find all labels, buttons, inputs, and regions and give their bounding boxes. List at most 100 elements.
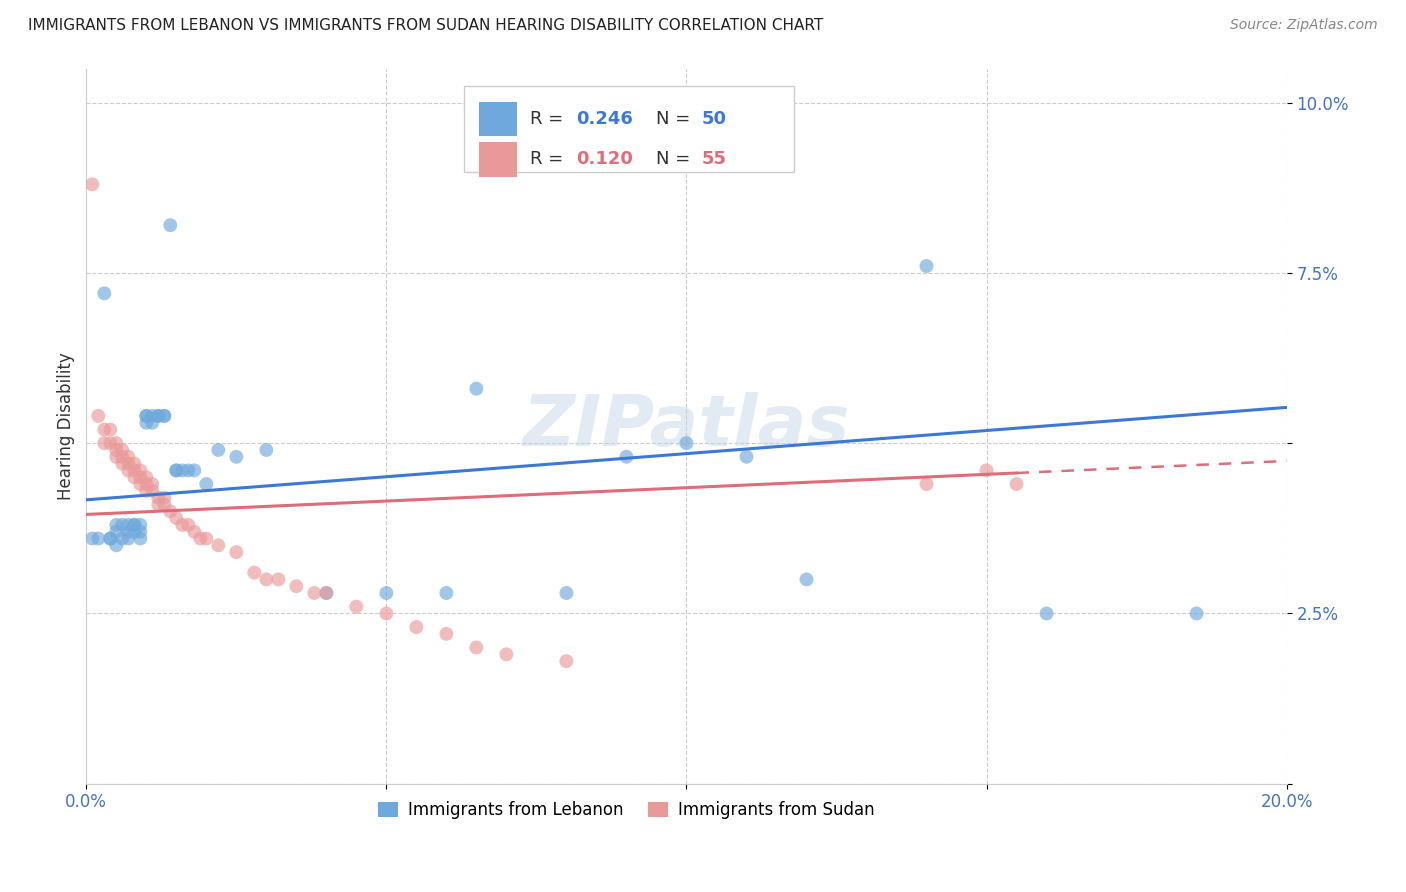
Point [124, 457, 146, 471]
Point [141, 477, 163, 491]
Point [105, 450, 128, 464]
Point [344, 599, 367, 614]
Point [124, 524, 146, 539]
Point [495, 648, 517, 662]
Point [111, 532, 134, 546]
Point [117, 517, 139, 532]
Point [555, 654, 578, 668]
Text: R =: R = [530, 110, 569, 128]
Point [225, 545, 247, 559]
Point [111, 442, 134, 457]
Point [675, 436, 697, 450]
Point [135, 483, 157, 498]
Point [153, 409, 176, 423]
Text: N =: N = [657, 151, 696, 169]
Point [111, 517, 134, 532]
Point [148, 498, 170, 512]
Point [465, 382, 488, 396]
Point [285, 579, 308, 593]
Point [243, 566, 266, 580]
Point [172, 517, 194, 532]
Point [98, 532, 121, 546]
Point [135, 409, 157, 423]
FancyBboxPatch shape [464, 87, 794, 172]
Text: N =: N = [657, 110, 696, 128]
Point [148, 409, 170, 423]
Point [87, 532, 110, 546]
Point [135, 470, 157, 484]
Point [117, 532, 139, 546]
Point [141, 416, 163, 430]
Text: ZIPatlas: ZIPatlas [523, 392, 851, 460]
Point [129, 477, 152, 491]
Point [1005, 477, 1028, 491]
Point [225, 450, 247, 464]
Legend: Immigrants from Lebanon, Immigrants from Sudan: Immigrants from Lebanon, Immigrants from… [371, 794, 882, 825]
Point [98, 436, 121, 450]
Point [254, 442, 277, 457]
Point [153, 498, 176, 512]
Point [141, 409, 163, 423]
Point [915, 259, 938, 273]
Point [434, 586, 457, 600]
Point [976, 463, 998, 477]
Point [124, 517, 146, 532]
Point [129, 517, 152, 532]
Point [188, 532, 211, 546]
Point [124, 517, 146, 532]
Point [465, 640, 488, 655]
Point [304, 586, 326, 600]
Text: 0.246: 0.246 [576, 110, 633, 128]
Point [254, 573, 277, 587]
Point [405, 620, 427, 634]
Point [735, 450, 758, 464]
FancyBboxPatch shape [479, 142, 517, 177]
Point [165, 511, 187, 525]
Point [148, 491, 170, 505]
Point [1035, 607, 1057, 621]
Point [135, 416, 157, 430]
Point [135, 477, 157, 491]
Point [183, 463, 205, 477]
Point [93, 436, 115, 450]
Point [117, 524, 139, 539]
Point [141, 483, 163, 498]
Point [87, 409, 110, 423]
Point [105, 442, 128, 457]
Point [135, 409, 157, 423]
Point [129, 463, 152, 477]
Point [105, 524, 128, 539]
Point [153, 491, 176, 505]
Point [207, 538, 229, 552]
Point [93, 286, 115, 301]
Point [315, 586, 337, 600]
Point [98, 423, 121, 437]
Point [105, 538, 128, 552]
Point [177, 517, 200, 532]
Point [98, 532, 121, 546]
Text: 55: 55 [702, 151, 727, 169]
Point [117, 463, 139, 477]
Point [129, 470, 152, 484]
Point [183, 524, 205, 539]
Point [93, 423, 115, 437]
Point [117, 450, 139, 464]
Point [195, 532, 218, 546]
Point [434, 627, 457, 641]
Text: 50: 50 [702, 110, 727, 128]
Point [165, 463, 187, 477]
Point [195, 477, 218, 491]
Point [375, 607, 398, 621]
Point [82, 178, 104, 192]
Point [315, 586, 337, 600]
Y-axis label: Hearing Disability: Hearing Disability [58, 352, 75, 500]
Point [124, 463, 146, 477]
Point [172, 463, 194, 477]
Point [148, 409, 170, 423]
Point [555, 586, 578, 600]
Point [375, 586, 398, 600]
Text: Source: ZipAtlas.com: Source: ZipAtlas.com [1230, 18, 1378, 32]
Point [207, 442, 229, 457]
Point [159, 218, 181, 232]
Point [111, 457, 134, 471]
